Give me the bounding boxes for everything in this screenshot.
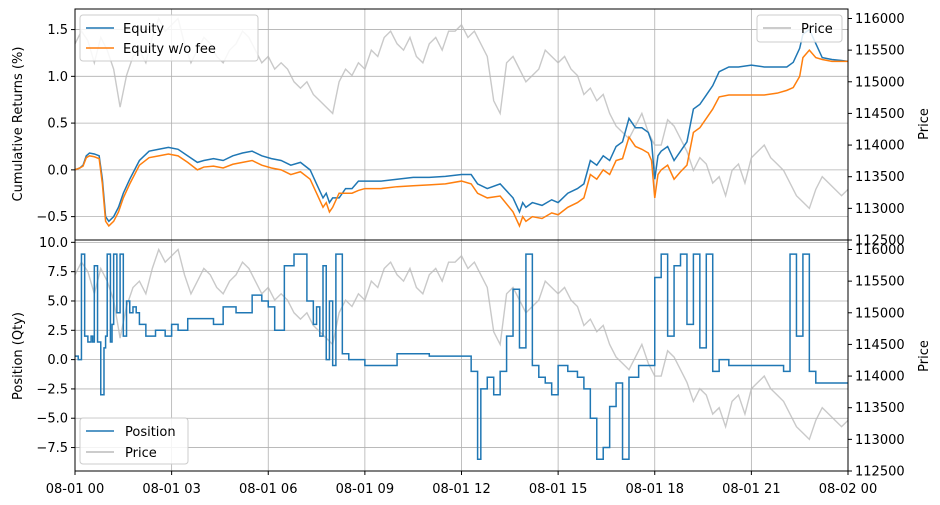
position-ytick-label: 5.0 [47, 294, 68, 309]
time-x-ticks: 08-01 00 08-01 03 08-01 06 08-01 09 08-01 12… [46, 471, 877, 497]
position-panel: −7.5 −5.0 −2.5 0.0 2.5 5.0 7.5 10.0 112500 11300… [11, 236, 932, 497]
position-ytick-label: 0.0 [47, 353, 68, 368]
series-line-position [75, 253, 848, 461]
position-ytick-label: −2.5 [36, 382, 68, 397]
position-price-tick-label: 113000 [855, 433, 905, 448]
returns-ytick-label: 0.0 [47, 163, 68, 178]
returns-ytick-label: −0.5 [36, 210, 68, 225]
time-xtick-label: 08-01 18 [626, 482, 684, 497]
position-price-ticks: 112500 113000 113500 114000 114500 115000 1155… [848, 243, 905, 480]
returns-grid [74, 9, 849, 240]
price-legend-top-box [756, 14, 843, 43]
returns-price-tick-label: 115500 [855, 44, 905, 59]
position-ytick-label: 7.5 [47, 265, 68, 280]
returns-ytick-label: 1.5 [47, 23, 68, 38]
returns-y-ticks: −0.5 0.0 0.5 1.0 1.5 [36, 23, 75, 225]
position-y-ticks: −7.5 −5.0 −2.5 0.0 2.5 5.0 7.5 10.0 [36, 236, 75, 456]
time-xtick-label: 08-02 00 [819, 482, 877, 497]
legend-label-equity-no-fee: Equity w/o fee [123, 42, 216, 57]
returns-ytick-label: 0.5 [47, 117, 68, 132]
series-line-equity-w-o-fee [75, 49, 848, 228]
position-legend: Position Price [79, 417, 189, 465]
series-line-equity [75, 28, 848, 223]
position-price-tick-label: 114000 [855, 370, 905, 385]
position-price-tick-label: 112500 [855, 465, 905, 480]
price-legend-top: Price [756, 14, 843, 43]
returns-price-tick-label: 114500 [855, 107, 905, 122]
position-price-tick-label: 115000 [855, 306, 905, 321]
position-price-line [75, 247, 848, 441]
position-series [75, 247, 848, 461]
position-ylabel: Position (Qty) [11, 312, 26, 400]
position-ytick-label: −5.0 [36, 412, 68, 427]
returns-price-label: Price [917, 108, 932, 140]
returns-price-tick-label: 113500 [855, 170, 905, 185]
position-ytick-label: 2.5 [47, 324, 68, 339]
time-xtick-label: 08-01 00 [46, 482, 104, 497]
time-xtick-label: 08-01 21 [722, 482, 780, 497]
time-xtick-label: 08-01 03 [142, 482, 200, 497]
returns-price-tick-label: 116000 [855, 12, 905, 27]
returns-price-tick-label: 114000 [855, 139, 905, 154]
returns-price-tick-label: 113000 [855, 202, 905, 217]
position-price-tick-label: 116000 [855, 243, 905, 258]
position-ytick-label: 10.0 [39, 236, 68, 251]
position-ytick-label: −7.5 [36, 441, 68, 456]
time-xtick-label: 08-01 06 [239, 482, 297, 497]
time-xtick-label: 08-01 15 [529, 482, 587, 497]
returns-price-tick-label: 115000 [855, 75, 905, 90]
time-xtick-label: 08-01 09 [336, 482, 394, 497]
position-price-tick-label: 113500 [855, 401, 905, 416]
returns-panel: −0.5 0.0 0.5 1.0 1.5 112500 113000 113500 11400… [11, 8, 932, 249]
legend-label-price-bottom: Price [125, 446, 157, 461]
legend-label-price-top: Price [801, 22, 833, 37]
time-xtick-label: 08-01 12 [432, 482, 490, 497]
legend-label-position: Position [125, 425, 176, 440]
position-price-label: Price [917, 340, 932, 372]
position-price-tick-label: 114500 [855, 338, 905, 353]
returns-price-tick-label: 112500 [855, 234, 905, 249]
returns-legend: Equity Equity w/o fee [79, 14, 259, 62]
returns-ylabel: Cumulative Returns (%) [11, 47, 26, 202]
returns-ytick-label: 1.0 [47, 70, 68, 85]
position-price-tick-label: 115500 [855, 275, 905, 290]
returns-price-ticks: 112500 113000 113500 114000 114500 115000 1155… [848, 12, 905, 249]
legend-label-equity: Equity [123, 22, 164, 37]
returns-legend-box [79, 14, 259, 62]
